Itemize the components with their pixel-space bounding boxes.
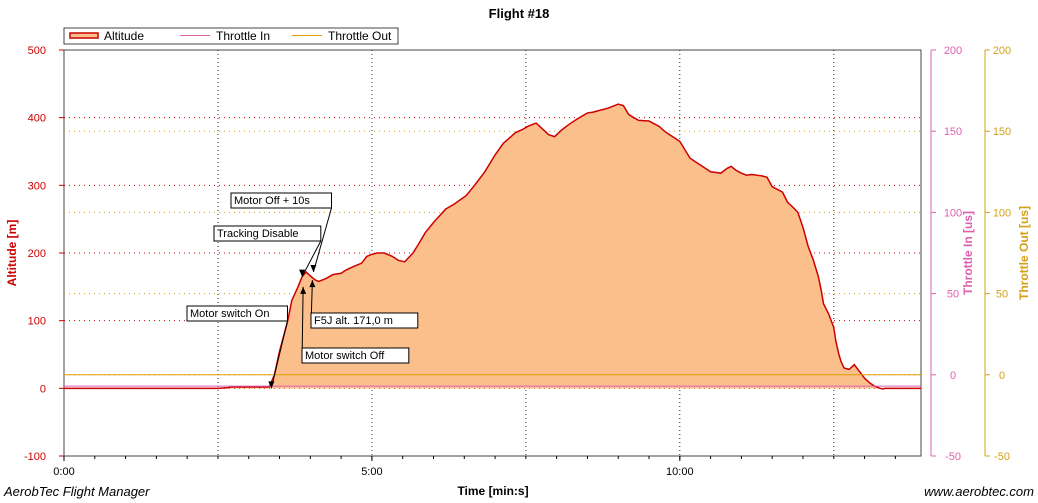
annotation-box <box>230 192 332 209</box>
y2-axis-tick-label: -50 <box>945 451 961 463</box>
y-axis-tick-label: -100 <box>24 451 46 463</box>
annotation-label: Motor Off + 10s <box>234 195 310 207</box>
y2-axis-tick-label: 200 <box>944 45 962 57</box>
y2-axis-tick-label: 150 <box>944 126 962 138</box>
y3-axis-title: Throttle Out [us] <box>1017 206 1031 300</box>
annotation-box <box>301 347 410 364</box>
annotation-label: F5J alt. 171,0 m <box>314 315 393 327</box>
y3-axis-tick-label: 100 <box>993 207 1011 219</box>
annotation-leader <box>301 240 322 277</box>
annotation-arrowhead <box>300 286 307 294</box>
y-axis-tick-label: 500 <box>28 45 46 57</box>
annotation-arrowhead <box>299 269 306 277</box>
y2-axis-title: Throttle In [us] <box>961 211 975 295</box>
y-axis-tick-label: 200 <box>28 248 46 260</box>
annotations: Motor switch On Tracking Disable Motor swi… <box>186 192 419 389</box>
annotation-arrowhead <box>310 264 317 272</box>
annotation-label: Tracking Disable <box>217 228 299 240</box>
y-axis-tick-label: 400 <box>28 113 46 125</box>
legend-box <box>63 27 399 45</box>
altitude-area <box>64 104 921 390</box>
y3-axis-tick-label: -50 <box>994 451 1010 463</box>
y2-axis-tick-label: 100 <box>944 207 962 219</box>
annotation-box <box>213 225 322 242</box>
x-axis-tick-label: 10:00 <box>666 466 694 478</box>
legend: Altitude Throttle In Throttle Out <box>63 27 399 45</box>
annotation-box <box>310 312 419 329</box>
y3-axis-tick-label: 150 <box>993 126 1011 138</box>
legend-label-altitude: Altitude <box>104 29 144 43</box>
axes: -100 0 100 200 300 400 500 -50 0 50 100 150 200 -50 0 5… <box>24 45 1011 478</box>
y-axis-tick-label: 300 <box>28 180 46 192</box>
y-axis-tick-label: 100 <box>28 316 46 328</box>
y-axis-tick-label: 0 <box>40 383 46 395</box>
footer-app-name: AerobTec Flight Manager <box>4 484 150 499</box>
legend-label-throttle-out: Throttle Out <box>328 29 392 43</box>
annotation-box <box>186 305 288 322</box>
footer-website: www.aerobtec.com <box>924 484 1034 499</box>
y3-axis-tick-label: 50 <box>996 289 1008 301</box>
altitude-line <box>64 103 921 390</box>
y3-axis-tick-label: 0 <box>999 370 1005 382</box>
y3-axis-tick-label: 200 <box>993 45 1011 57</box>
x-axis-tick-label: 5:00 <box>361 466 382 478</box>
series-layer <box>64 103 921 390</box>
legend-label-throttle-in: Throttle In <box>216 29 270 43</box>
chart-title: Flight #18 <box>489 6 550 21</box>
annotation-leader <box>270 320 288 389</box>
y2-axis-tick-label: 50 <box>947 289 959 301</box>
legend-swatch-altitude <box>69 32 99 39</box>
annotation-arrowhead <box>309 280 316 288</box>
annotation-leader <box>312 207 332 273</box>
x-axis-title: Time [min:s] <box>457 484 528 498</box>
x-axis-tick-label: 0:00 <box>53 466 74 478</box>
annotation-label: Motor switch On <box>190 308 269 320</box>
annotation-arrowhead <box>268 381 275 389</box>
y-axis-title: Altitude [m] <box>5 220 19 287</box>
annotation-label: Motor switch Off <box>305 350 385 362</box>
y2-axis-tick-label: 0 <box>950 370 956 382</box>
